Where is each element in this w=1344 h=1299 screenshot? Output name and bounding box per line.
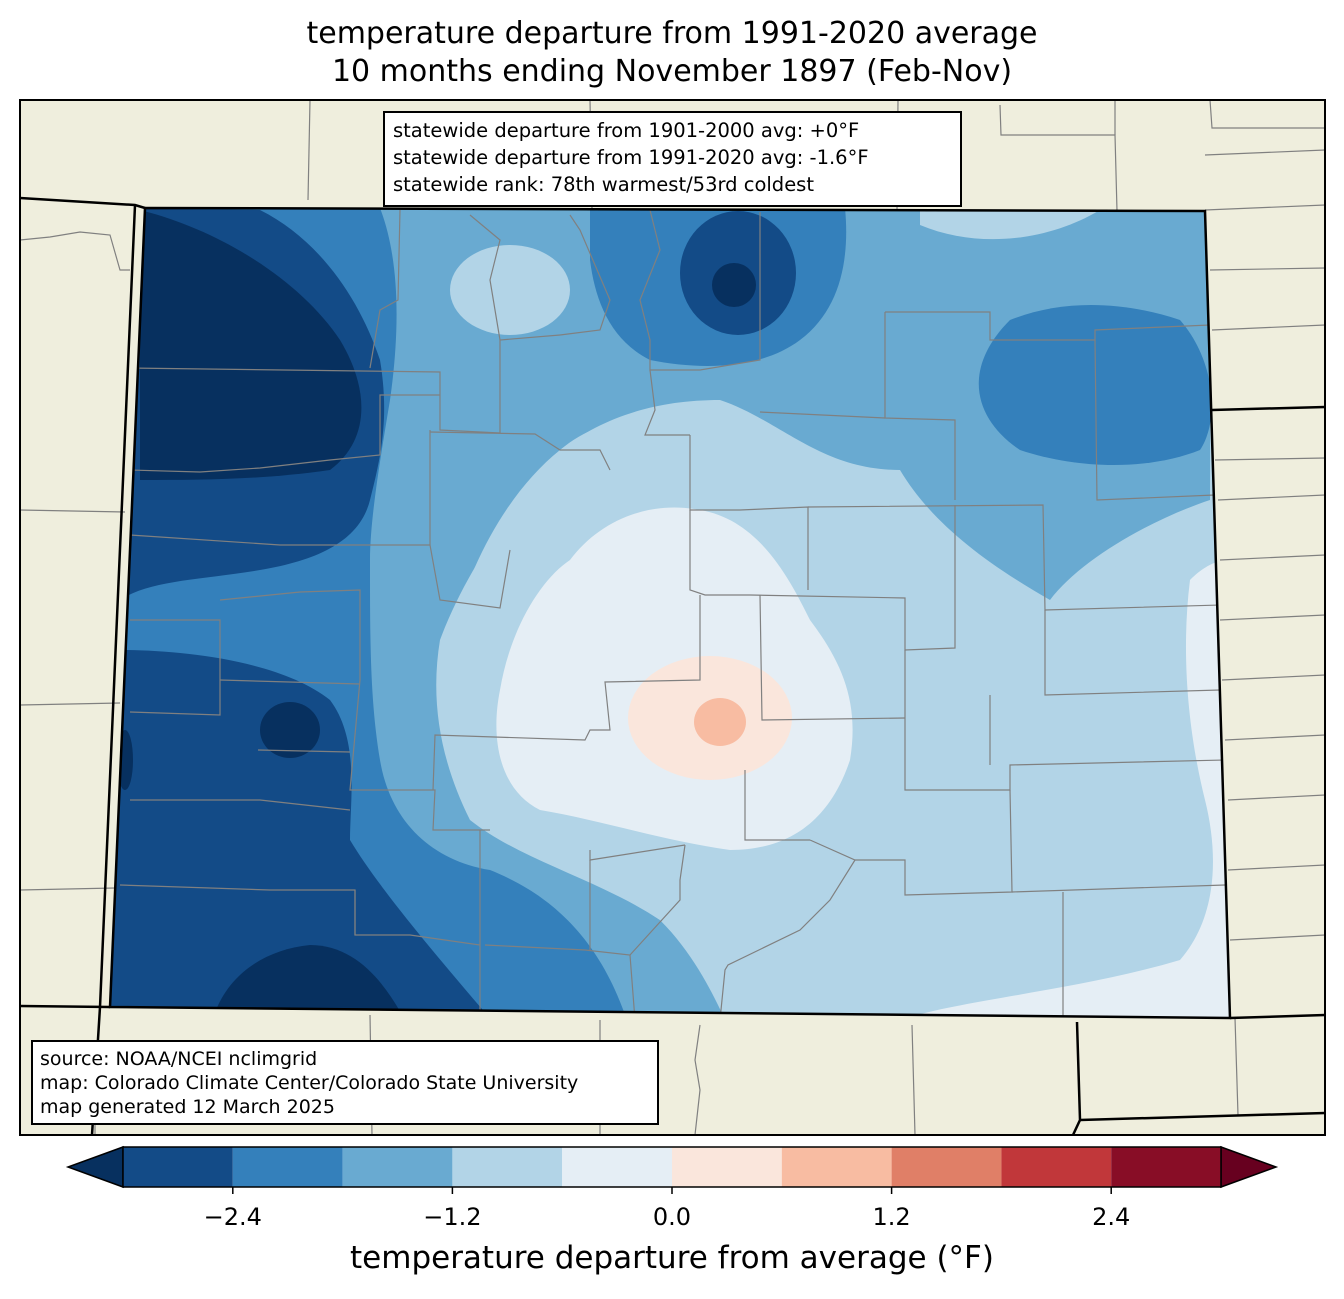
colorbar-bin-8	[1001, 1147, 1112, 1187]
statewide-stats-box: statewide departure from 1901-2000 avg: …	[383, 111, 962, 207]
generated-date-line: map generated 12 March 2025	[40, 1096, 335, 1118]
colorbar-tick-label-3: 1.2	[872, 1203, 911, 1231]
colorbar-bin-0	[123, 1147, 233, 1187]
map-credit-line: map: Colorado Climate Center/Colorado St…	[40, 1072, 579, 1094]
colorbar	[65, 1145, 1279, 1194]
colorbar-tick-label-2: 0.0	[652, 1203, 692, 1231]
colorbar-bin-3	[452, 1147, 563, 1187]
stats-departure-1901-2000: statewide departure from 1901-2000 avg: …	[393, 119, 860, 142]
colorbar-tick-label-1: −1.2	[423, 1203, 482, 1231]
map-frame	[19, 99, 1326, 1136]
source-box: source: NOAA/NCEI nclimgrid map: Colorad…	[31, 1040, 659, 1125]
colorbar-bin-7	[891, 1147, 1002, 1187]
colorbar-under-arrow	[65, 1145, 124, 1189]
colorbar-tick-label-4: 2.4	[1092, 1203, 1131, 1231]
source-line: source: NOAA/NCEI nclimgrid	[40, 1048, 318, 1070]
colorbar-bin-1	[232, 1147, 343, 1187]
colorbar-bin-9	[1111, 1147, 1221, 1187]
colorbar-tick-label-0: −2.4	[203, 1203, 262, 1231]
colorbar-bin-2	[342, 1147, 453, 1187]
map-title-line2: 10 months ending November 1897 (Feb-Nov)	[331, 54, 1013, 89]
colorado-border	[108, 206, 1232, 1020]
stats-departure-1991-2020: statewide departure from 1991-2020 avg: …	[393, 146, 869, 169]
stats-rank: statewide rank: 78th warmest/53rd coldes…	[393, 173, 814, 196]
colorbar-bin-4	[562, 1147, 672, 1187]
map-title-line1: temperature departure from 1991-2020 ave…	[306, 16, 1038, 51]
colorbar-bin-6	[781, 1147, 892, 1187]
colorado-county-lines	[119, 209, 1226, 1018]
temperature-contours	[110, 208, 1230, 1018]
colorbar-label: temperature departure from average (°F)	[350, 1240, 994, 1276]
colorbar-over-arrow	[1220, 1145, 1279, 1189]
colorbar-bin-5	[672, 1147, 782, 1187]
